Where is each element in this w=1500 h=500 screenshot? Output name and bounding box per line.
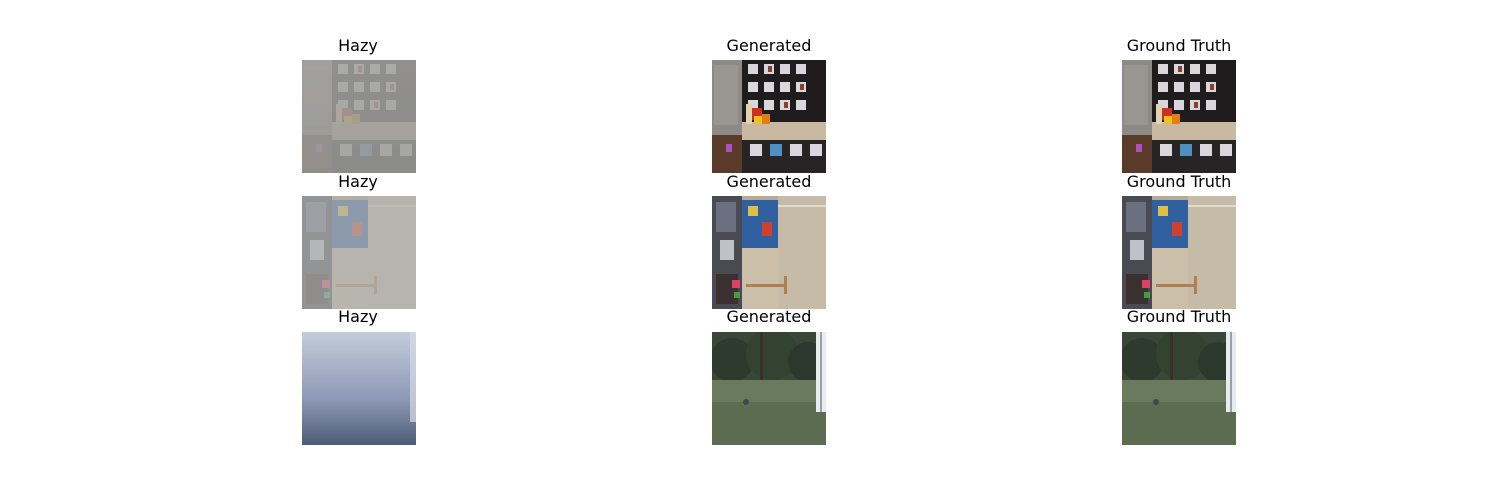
hazy-garden-scene-image	[302, 332, 416, 445]
generated-shelf-scene-image	[712, 60, 826, 173]
panel-title-generated: Generated	[726, 307, 812, 326]
generated-toy-room-scene-image	[712, 196, 826, 309]
hazy-toy-room-scene-image	[302, 196, 416, 309]
panel-title-generated: Generated	[726, 172, 812, 191]
panel-title-ground-truth: Ground Truth	[1126, 36, 1232, 55]
ground-truth-toy-room-scene-image	[1122, 196, 1236, 309]
panel-title-ground-truth: Ground Truth	[1126, 172, 1232, 191]
hazy-shelf-scene-image	[302, 60, 416, 173]
panel-title-generated: Generated	[726, 36, 812, 55]
panel-title-hazy: Hazy	[338, 172, 378, 191]
generated-garden-scene-image	[712, 332, 826, 445]
panel-title-hazy: Hazy	[338, 307, 378, 326]
ground-truth-garden-scene-image	[1122, 332, 1236, 445]
panel-title-ground-truth: Ground Truth	[1126, 307, 1232, 326]
panel-title-hazy: Hazy	[338, 36, 378, 55]
ground-truth-shelf-scene-image	[1122, 60, 1236, 173]
